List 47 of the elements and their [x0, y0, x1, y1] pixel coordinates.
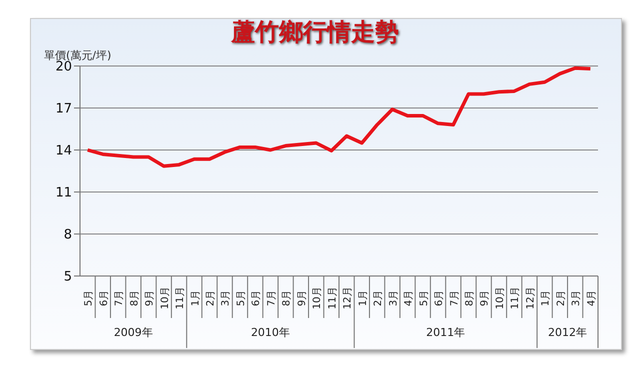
x-tick-label: 8月: [129, 290, 140, 306]
y-tick-label: 17: [55, 102, 72, 117]
x-tick-label: 7月: [449, 290, 460, 306]
x-tick-label: 11月: [510, 286, 522, 310]
text: 2009年: [114, 326, 153, 339]
x-tick-label: 11月: [327, 286, 338, 310]
x-tick-label: 3月: [388, 290, 400, 306]
x-tick-label: 4月: [586, 290, 598, 306]
y-tick-label: 14: [55, 144, 72, 159]
x-tick-label: 3月: [571, 290, 582, 306]
x-tick-label: 3月: [220, 290, 232, 306]
y-tick-label: 5: [64, 270, 72, 285]
x-tick-label: 8月: [464, 290, 476, 306]
x-tick-label: 12月: [525, 286, 536, 310]
x-tick-label: 5月: [236, 290, 247, 306]
x-tick-label: 9月: [144, 290, 156, 306]
x-tick-label: 5月: [84, 290, 95, 306]
x-tick-label: 2月: [556, 290, 567, 306]
chart-title: 蘆竹鄉行情走勢: [230, 17, 400, 48]
x-tick-label: 1月: [358, 290, 369, 306]
x-tick-label: 4月: [404, 290, 415, 306]
text: 2012年: [548, 326, 588, 339]
x-tick-label: 7月: [114, 290, 126, 306]
x-tick-label: 1月: [540, 290, 552, 306]
x-tick-label: 2月: [373, 290, 384, 306]
text: 2010年: [250, 326, 290, 339]
line-series: [86, 66, 592, 168]
x-tick-label: 2月: [206, 290, 216, 306]
x-tick-label: 9月: [296, 290, 308, 306]
x-tick-label: 5月: [418, 290, 430, 306]
x-tick-label: 10月: [160, 286, 171, 310]
x-tick-label: 7月: [266, 290, 278, 306]
x-tick-label: 6月: [434, 290, 446, 306]
y-tick-label: 20: [55, 60, 72, 75]
x-tick-label: 12月: [342, 286, 354, 310]
x-tick-label: 1月: [190, 290, 202, 306]
x-tick-label: 10月: [494, 286, 506, 310]
y-tick-label: 8: [64, 228, 72, 243]
x-tick-label: 8月: [282, 290, 293, 306]
text: 2011年: [426, 326, 466, 339]
x-tick-label: 6月: [98, 290, 110, 306]
y-tick-label: 11: [55, 186, 72, 201]
x-tick-label: 10月: [312, 286, 324, 310]
x-tick-label: 11月: [175, 286, 186, 310]
y-axis-title: 單價(萬元/坪): [44, 48, 112, 62]
x-tick-label: 9月: [480, 290, 491, 306]
x-tick-label: 6月: [251, 290, 262, 306]
